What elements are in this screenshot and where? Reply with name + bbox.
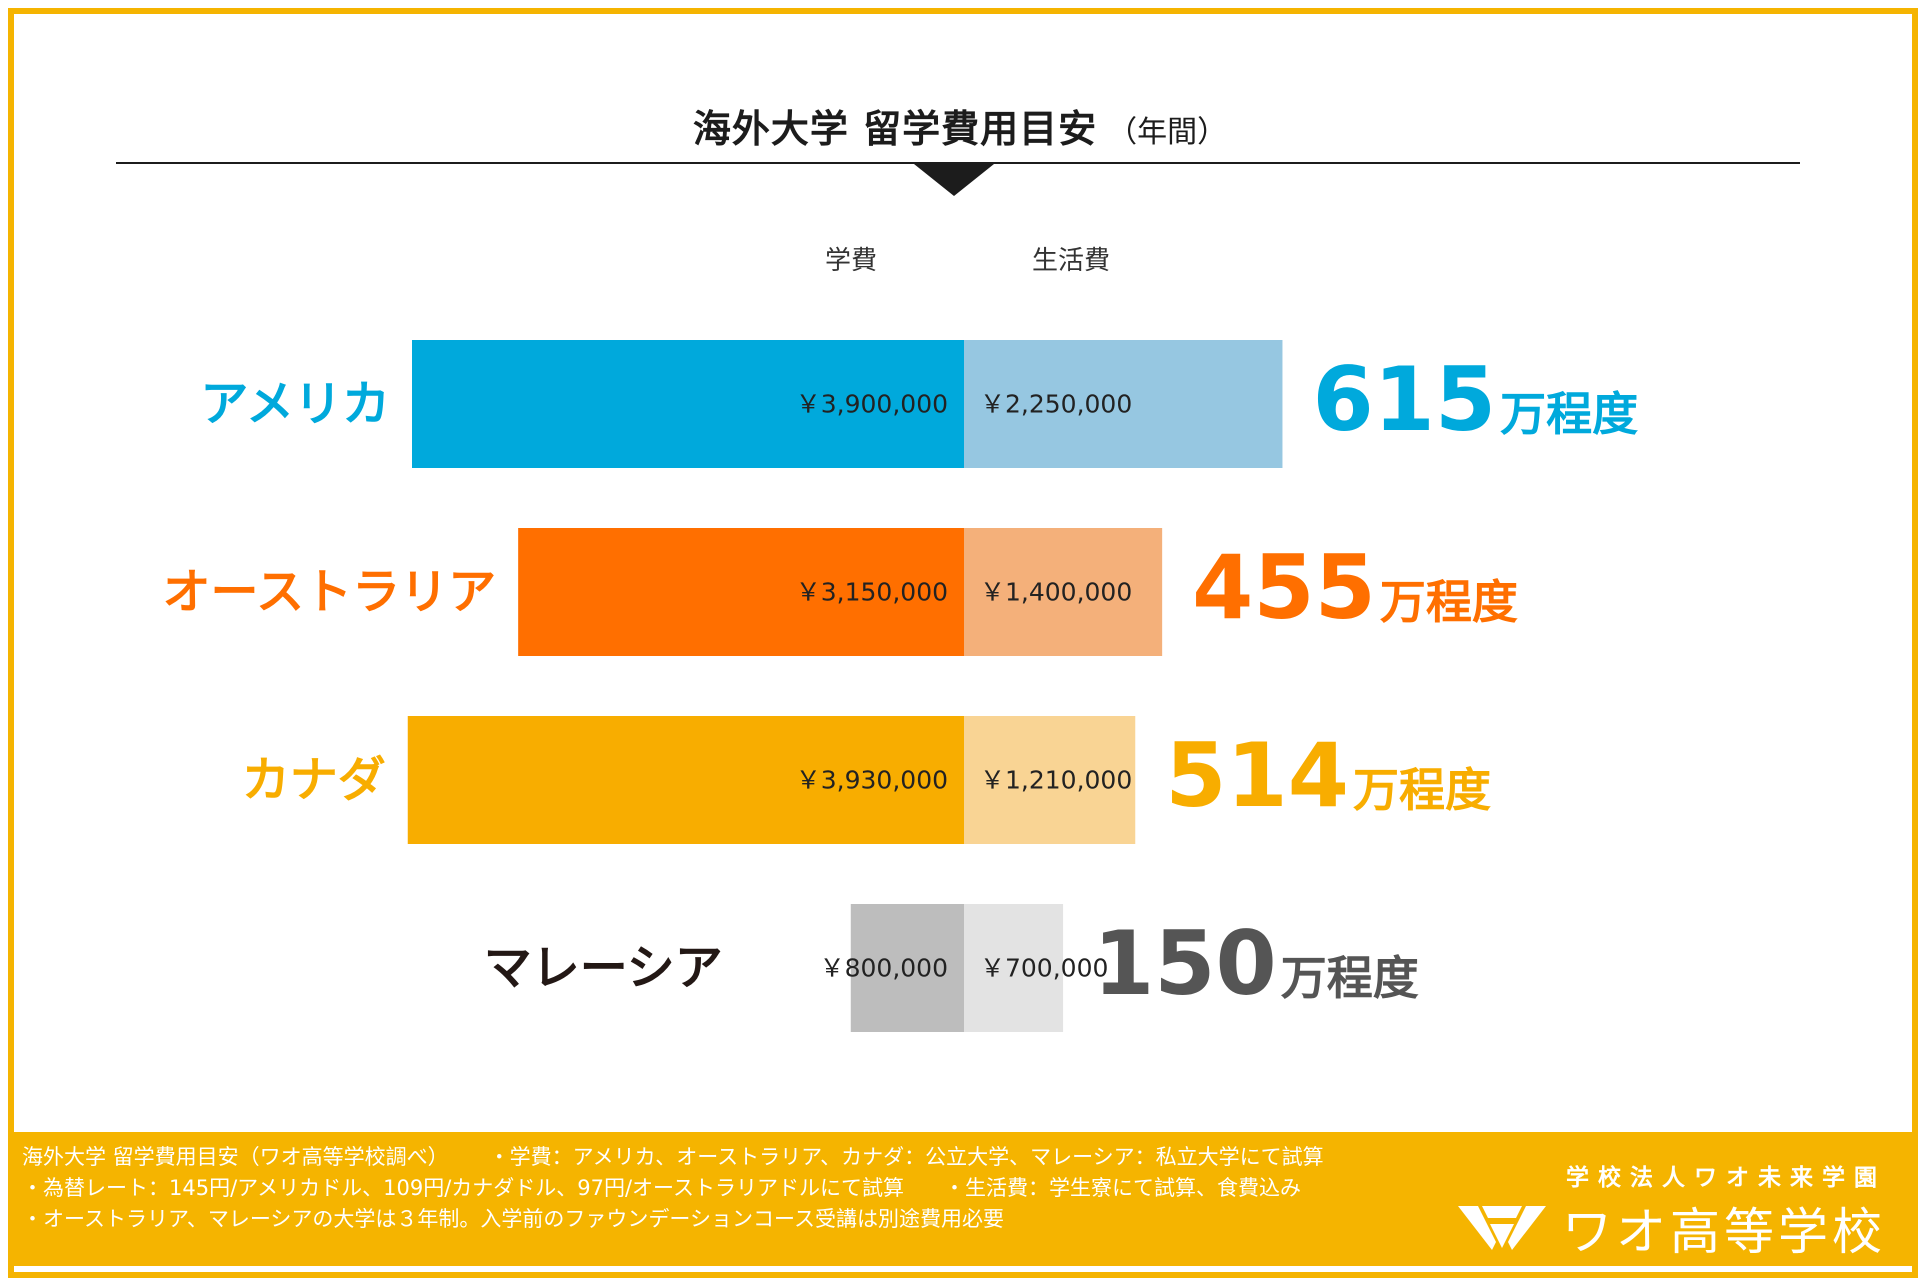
legend-tuition: 学費 (824, 246, 877, 276)
title-sub: （年間） (1107, 115, 1228, 150)
bar-living (964, 904, 1064, 1032)
chart-title: 海外大学 留学費用目安 （年間） (0, 98, 1920, 153)
total-number: 455 (1192, 536, 1376, 639)
bar-tuition (412, 340, 964, 468)
label-living: ￥1,210,000 (980, 766, 1132, 795)
footer-notes: 海外大学 留学費用目安（ワオ高等学校調べ） ・学費：アメリカ、オーストラリア、カナ… (22, 1142, 1324, 1235)
total-label: 514万程度 (1165, 724, 1491, 827)
total-label: 615万程度 (1312, 348, 1638, 451)
school-logo-icon (1458, 1206, 1546, 1250)
footer-note: ・オーストラリア、マレーシアの大学は３年制。入学前のファウンデーションコース受講… (22, 1207, 1004, 1231)
title-divider (116, 162, 1800, 164)
school-name: ワオ高等学校 (1562, 1203, 1886, 1261)
label-tuition: ￥3,150,000 (796, 578, 948, 607)
org-name: 学校法人ワオ未来学園 (1566, 1165, 1886, 1191)
label-living: ￥1,400,000 (980, 578, 1132, 607)
footer-note: ・学費：アメリカ、オーストラリア、カナダ：公立大学、マレーシア：私立大学にて試算 (488, 1145, 1324, 1169)
school-logo-row: ワオ高等学校 (1456, 1192, 1886, 1264)
legend-living: 生活費 (1031, 246, 1110, 276)
bar-tuition (850, 904, 964, 1032)
footer-band (14, 1132, 1912, 1266)
category-label: マレーシア (484, 940, 723, 996)
total-suffix: 万程度 (1353, 763, 1491, 817)
footer-note: ・為替レート：145円/アメリカドル、109円/カナダドル、97円/オーストラリ… (22, 1176, 905, 1200)
bar-living (964, 716, 1136, 844)
footer-line-1: 海外大学 留学費用目安（ワオ高等学校調べ） ・学費：アメリカ、オーストラリア、カナ… (22, 1142, 1324, 1173)
total-suffix: 万程度 (1500, 387, 1638, 441)
label-living: ￥700,000 (980, 954, 1108, 983)
footer-note: 海外大学 留学費用目安（ワオ高等学校調べ） (22, 1145, 449, 1169)
label-tuition: ￥3,930,000 (796, 766, 948, 795)
bar-living (964, 340, 1283, 468)
title-main: 海外大学 留学費用目安 (692, 107, 1098, 151)
total-label: 455万程度 (1192, 536, 1518, 639)
label-living: ￥2,250,000 (980, 390, 1132, 419)
category-label: カナダ (242, 752, 386, 808)
footer-note: ・生活費：学生寮にて試算、食費込み (944, 1176, 1302, 1200)
bar-tuition (407, 716, 964, 844)
category-label: アメリカ (200, 376, 390, 432)
bar-living (964, 528, 1163, 656)
footer-line-3: ・オーストラリア、マレーシアの大学は３年制。入学前のファウンデーションコース受講… (22, 1204, 1324, 1235)
total-number: 150 (1093, 912, 1277, 1015)
total-label: 150万程度 (1093, 912, 1419, 1015)
title-pointer-triangle (914, 164, 994, 196)
total-number: 514 (1165, 724, 1349, 827)
footer-line-2: ・為替レート：145円/アメリカドル、109円/カナダドル、97円/オーストラリ… (22, 1173, 1324, 1204)
category-label: オーストラリア (163, 564, 497, 620)
total-number: 615 (1312, 348, 1496, 451)
label-tuition: ￥800,000 (820, 954, 948, 983)
total-suffix: 万程度 (1281, 951, 1419, 1005)
total-suffix: 万程度 (1380, 575, 1518, 629)
bar-tuition (518, 528, 964, 656)
label-tuition: ￥3,900,000 (796, 390, 948, 419)
